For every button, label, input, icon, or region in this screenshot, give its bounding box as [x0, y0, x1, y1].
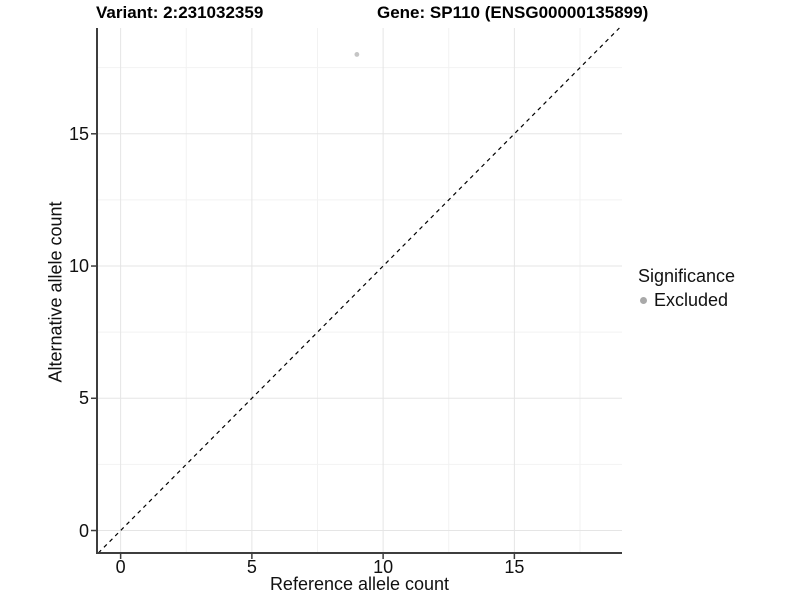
y-axis-title: Alternative allele count	[45, 201, 66, 383]
legend-item-label: Excluded	[654, 290, 729, 310]
y-tick-label: 0	[78, 520, 89, 541]
x-tick-label: 5	[246, 557, 257, 577]
y-tick-label: 10	[68, 256, 89, 277]
data-point	[354, 52, 360, 57]
x-tick-label: 15	[504, 557, 525, 577]
identity-dashed-line	[97, 27, 620, 554]
plot-title-variant: Variant: 2:231032359	[96, 3, 264, 22]
x-axis-title: Reference allele count	[269, 574, 450, 594]
y-tick-label: 5	[78, 388, 89, 409]
legend-point-icon	[640, 297, 647, 304]
x-tick-label: 0	[115, 557, 126, 577]
x-tick-label: 10	[373, 557, 394, 577]
legend-title: Significance	[638, 266, 736, 286]
legend-item-excluded: Excluded	[638, 290, 735, 311]
legend: Significance Excluded	[638, 266, 735, 311]
plot-title-gene: Gene: SP110 (ENSG00000135899)	[377, 3, 649, 22]
y-tick-label: 15	[68, 123, 89, 144]
